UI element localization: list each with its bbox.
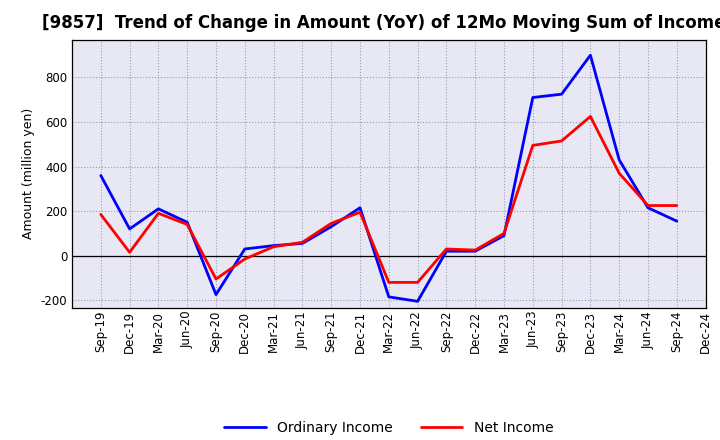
Ordinary Income xyxy=(154,206,163,212)
Net Income xyxy=(413,280,422,285)
Ordinary Income xyxy=(413,299,422,304)
Net Income xyxy=(442,246,451,252)
Net Income xyxy=(154,211,163,216)
Ordinary Income xyxy=(557,92,566,97)
Net Income xyxy=(298,240,307,245)
Net Income xyxy=(500,231,508,236)
Ordinary Income xyxy=(586,52,595,58)
Ordinary Income xyxy=(471,249,480,254)
Net Income xyxy=(183,222,192,227)
Ordinary Income xyxy=(183,220,192,225)
Ordinary Income xyxy=(327,224,336,229)
Net Income xyxy=(240,257,249,262)
Ordinary Income xyxy=(96,173,105,178)
Ordinary Income xyxy=(356,205,364,210)
Net Income xyxy=(384,280,393,285)
Net Income xyxy=(557,138,566,143)
Ordinary Income xyxy=(240,246,249,252)
Legend: Ordinary Income, Net Income: Ordinary Income, Net Income xyxy=(219,415,559,440)
Net Income xyxy=(471,247,480,253)
Y-axis label: Amount (million yen): Amount (million yen) xyxy=(22,108,35,239)
Net Income xyxy=(125,249,134,255)
Ordinary Income xyxy=(672,219,681,224)
Line: Net Income: Net Income xyxy=(101,117,677,282)
Net Income xyxy=(615,171,624,176)
Ordinary Income xyxy=(615,157,624,162)
Net Income xyxy=(212,276,220,282)
Title: [9857]  Trend of Change in Amount (YoY) of 12Mo Moving Sum of Incomes: [9857] Trend of Change in Amount (YoY) o… xyxy=(42,15,720,33)
Net Income xyxy=(269,244,278,249)
Ordinary Income xyxy=(500,233,508,238)
Ordinary Income xyxy=(384,294,393,300)
Ordinary Income xyxy=(212,292,220,297)
Net Income xyxy=(586,114,595,119)
Ordinary Income xyxy=(298,241,307,246)
Line: Ordinary Income: Ordinary Income xyxy=(101,55,677,301)
Net Income xyxy=(644,203,652,208)
Net Income xyxy=(327,221,336,226)
Net Income xyxy=(528,143,537,148)
Net Income xyxy=(672,203,681,208)
Ordinary Income xyxy=(125,226,134,231)
Ordinary Income xyxy=(269,243,278,248)
Ordinary Income xyxy=(442,249,451,254)
Net Income xyxy=(356,209,364,215)
Ordinary Income xyxy=(528,95,537,100)
Net Income xyxy=(96,212,105,217)
Ordinary Income xyxy=(644,205,652,210)
